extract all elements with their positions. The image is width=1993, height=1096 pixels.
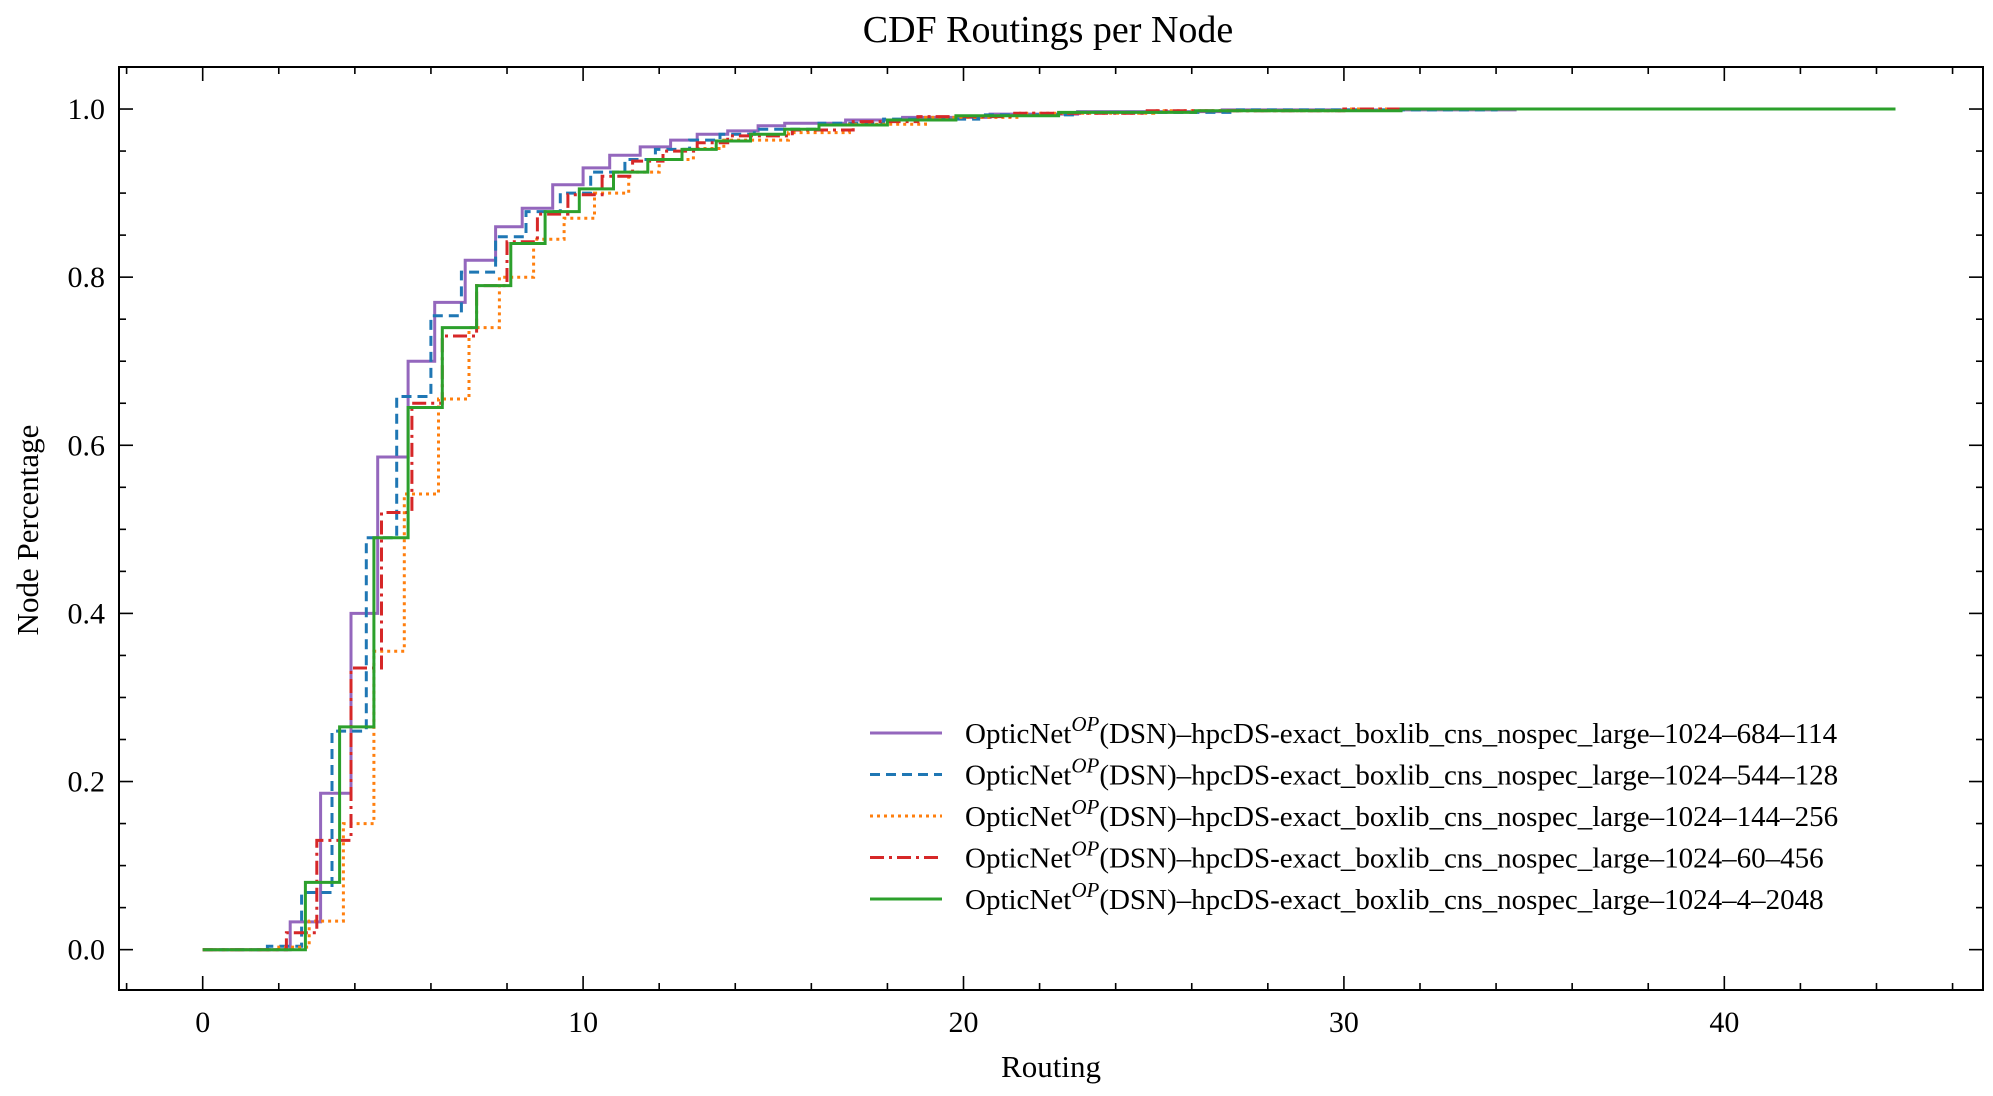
x-tick-label: 40 (1709, 1006, 1739, 1039)
legend-label-4: OpticNetOP(DSN)–hpcDS-exact_boxlib_cns_n… (965, 837, 1824, 875)
y-tick-label: 0.2 (68, 766, 106, 799)
y-axis-label: Node Percentage (10, 425, 45, 636)
legend-label-1: OpticNetOP(DSN)–hpcDS-exact_boxlib_cns_n… (965, 712, 1838, 750)
y-tick-label: 0.0 (68, 934, 106, 967)
axis-ticks: 0 10 20 30 40 0.0 0.2 0.4 0.6 0.8 1.0 (68, 66, 1983, 1039)
chart-title: CDF Routings per Node (863, 9, 1234, 51)
x-tick-label: 30 (1329, 1006, 1359, 1039)
y-tick-label: 0.4 (68, 597, 106, 630)
plot-frame (118, 66, 1984, 991)
y-tick-label: 0.8 (68, 261, 106, 294)
y-tick-label: 0.6 (68, 429, 106, 462)
series-line-4 (202, 107, 1896, 952)
y-tick-label: 1.0 (68, 93, 106, 126)
legend-label-5: OpticNetOP(DSN)–hpcDS-exact_boxlib_cns_n… (965, 878, 1824, 916)
x-tick-label: 10 (568, 1006, 598, 1039)
series-line-5 (202, 107, 1896, 952)
x-axis-label: Routing (1001, 1049, 1101, 1084)
legend: OpticNetOP(DSN)–hpcDS-exact_boxlib_cns_n… (870, 712, 1838, 916)
legend-label-3: OpticNetOP(DSN)–hpcDS-exact_boxlib_cns_n… (965, 795, 1838, 833)
x-tick-label: 20 (949, 1006, 979, 1039)
series-layer (202, 107, 1896, 952)
x-tick-label: 0 (195, 1006, 210, 1039)
legend-label-2: OpticNetOP(DSN)–hpcDS-exact_boxlib_cns_n… (965, 754, 1838, 792)
